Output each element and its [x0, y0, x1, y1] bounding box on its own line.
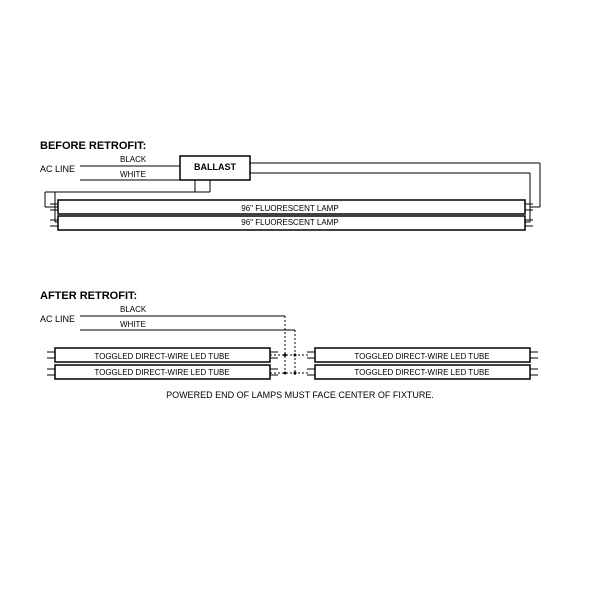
wiring-diagram	[0, 0, 600, 600]
